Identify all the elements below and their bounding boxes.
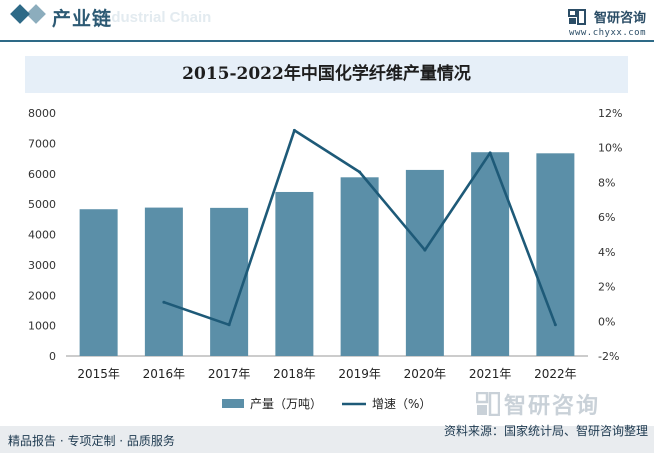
line-point — [488, 151, 492, 155]
y-left-tick-label: 7000 — [28, 137, 56, 150]
y-right-tick-label: 0% — [598, 315, 615, 328]
y-left-tick-label: 5000 — [28, 198, 56, 211]
line-point — [162, 300, 166, 304]
x-tick-label: 2016年 — [143, 367, 186, 381]
bar — [471, 152, 510, 356]
x-tick-label: 2015年 — [77, 367, 120, 381]
y-left-tick-label: 1000 — [28, 320, 56, 333]
data-source: 资料来源：国家统计局、智研咨询整理 — [443, 424, 648, 438]
y-right-tick-label: 2% — [598, 281, 615, 294]
brand: 智研咨询 www.chyxx.com — [567, 6, 646, 38]
header-divider — [0, 40, 654, 42]
footer-tagline: 精品报告 · 专项定制 · 品质服务 — [8, 434, 175, 448]
section-watermark: Industrial Chain — [98, 9, 212, 26]
x-tick-label: 2020年 — [404, 367, 447, 381]
y-left-tick-label: 6000 — [28, 168, 56, 181]
line-point — [292, 128, 296, 132]
line-point — [227, 323, 231, 327]
bar — [210, 207, 249, 356]
chart-title: 2015-2022年中国化学纤维产量情况 — [25, 56, 628, 93]
bar — [275, 191, 314, 356]
y-left-tick-label: 0 — [49, 350, 56, 363]
y-left-tick-label: 3000 — [28, 259, 56, 272]
x-tick-label: 2021年 — [469, 367, 512, 381]
y-left-tick-label: 2000 — [28, 289, 56, 302]
footer: 精品报告 · 专项定制 · 品质服务 — [0, 426, 654, 453]
x-tick-label: 2017年 — [208, 367, 251, 381]
y-right-tick-label: 4% — [598, 246, 615, 259]
bar — [405, 169, 444, 356]
header: Industrial Chain 产业链 智研咨询 www.chyxx.com — [0, 0, 654, 40]
line-point — [553, 323, 557, 327]
line-point — [423, 248, 427, 252]
bar — [79, 209, 118, 356]
x-tick-label: 2019年 — [338, 367, 381, 381]
brand-url: www.chyxx.com — [569, 28, 646, 38]
legend-bar-label: 产量（万吨） — [250, 397, 322, 411]
watermark-logo-icon — [476, 392, 500, 416]
bar — [144, 207, 183, 356]
y-left-tick-label: 8000 — [28, 107, 56, 120]
y-right-tick-label: 12% — [598, 107, 622, 120]
x-tick-label: 2018年 — [273, 367, 316, 381]
y-right-tick-label: 6% — [598, 211, 615, 224]
x-tick-label: 2022年 — [534, 367, 577, 381]
legend-bar-swatch — [222, 399, 244, 408]
line-point — [358, 170, 362, 174]
section-title: 产业链 — [52, 8, 113, 30]
brand-logo-icon — [567, 8, 586, 25]
y-right-tick-label: 8% — [598, 176, 615, 189]
brand-watermark: 智研咨询 — [504, 394, 601, 419]
y-right-tick-label: 10% — [598, 142, 622, 155]
brand-name: 智研咨询 — [593, 11, 646, 26]
legend-line-label: 增速（%） — [372, 397, 431, 411]
y-left-tick-label: 4000 — [28, 229, 56, 242]
bar — [340, 177, 379, 356]
y-right-tick-label: -2% — [598, 350, 619, 363]
